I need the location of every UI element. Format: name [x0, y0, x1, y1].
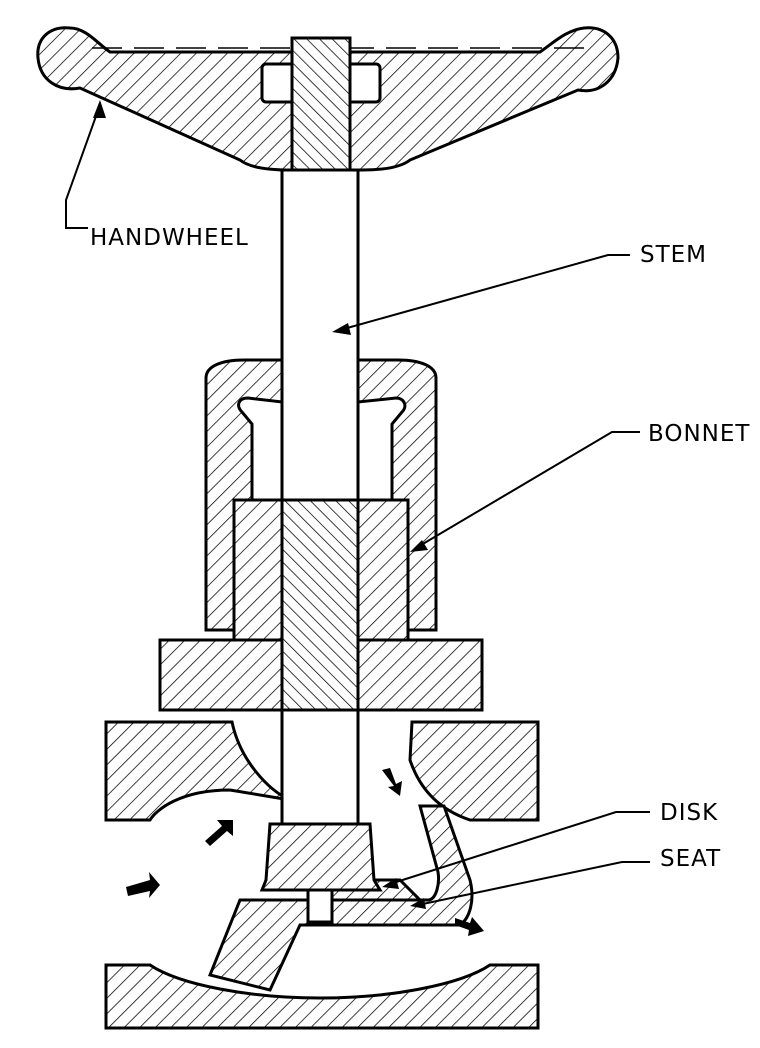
label-stem: STEM: [640, 242, 707, 268]
handwheel: [36, 26, 620, 172]
callout-seat: SEAT: [410, 846, 721, 909]
label-seat: SEAT: [660, 846, 721, 872]
callout-disk: DISK: [382, 800, 718, 889]
disk-stud: [306, 888, 334, 924]
callout-stem: STEM: [332, 242, 707, 335]
bonnet: [158, 358, 484, 712]
body-right: [408, 720, 540, 822]
callout-handwheel: HANDWHEEL: [65, 100, 249, 251]
body-left: [104, 720, 291, 822]
flow-arrow-outlet: [455, 917, 484, 936]
stem-shaft: [280, 168, 360, 502]
flow-arrows: [126, 768, 484, 936]
label-handwheel: HANDWHEEL: [90, 225, 249, 251]
stem-top-thread: [290, 36, 352, 172]
flow-arrow-up: [205, 820, 233, 846]
bonnet-cap: [204, 358, 284, 632]
label-bonnet: BONNET: [648, 421, 750, 447]
flow-arrow-down: [382, 768, 402, 796]
disk-body: [259, 822, 383, 892]
disk: [259, 708, 383, 924]
flow-arrow-inlet: [126, 872, 160, 898]
callout-bonnet: BONNET: [410, 421, 750, 552]
disk-stem-neck: [280, 708, 360, 826]
body-bottom: [104, 963, 540, 1030]
label-disk: DISK: [660, 800, 718, 826]
